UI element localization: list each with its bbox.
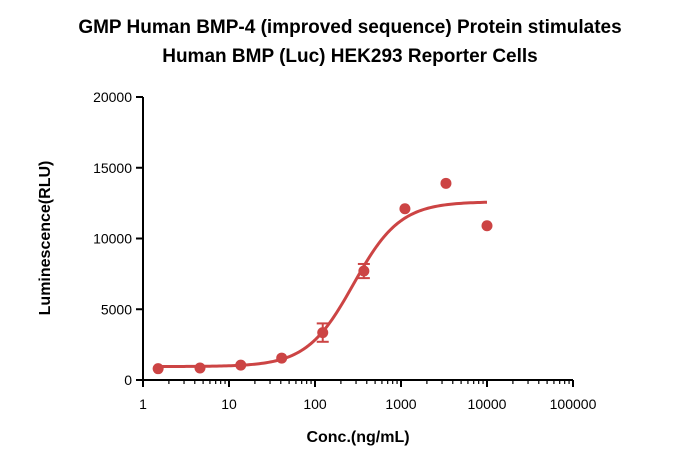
y-tick-label: 10000 — [93, 231, 132, 247]
data-point — [440, 177, 452, 189]
plot-area: 0 5000 10000 15000 20000 1 10 100 1000 10000 10000… — [93, 89, 597, 412]
data-point — [317, 327, 329, 339]
chart-title-line-1: GMP Human BMP-4 (improved sequence) Prot… — [78, 17, 621, 38]
data-point — [399, 203, 411, 215]
data-point — [358, 265, 370, 277]
y-axis-title: Luminescence(RLU) — [37, 161, 54, 316]
x-tick-label: 1000 — [385, 396, 416, 412]
data-point — [152, 363, 164, 375]
data-point — [481, 220, 493, 232]
x-tick-label: 100 — [303, 396, 327, 412]
y-tick-label: 5000 — [101, 301, 132, 317]
x-tick-label: 10 — [221, 396, 237, 412]
data-point — [194, 362, 206, 374]
x-tick-label: 100000 — [550, 396, 597, 412]
y-tick-label: 0 — [124, 372, 132, 388]
data-point — [276, 352, 288, 364]
chart-title-line-2: Human BMP (Luc) HEK293 Reporter Cells — [162, 46, 538, 67]
x-tick-label: 10000 — [468, 396, 507, 412]
data-point — [235, 359, 247, 371]
x-tick-label: 1 — [139, 396, 147, 412]
y-tick-label: 15000 — [93, 160, 132, 176]
y-tick-label: 20000 — [93, 89, 132, 105]
x-axis-title: Conc.(ng/mL) — [306, 429, 409, 446]
